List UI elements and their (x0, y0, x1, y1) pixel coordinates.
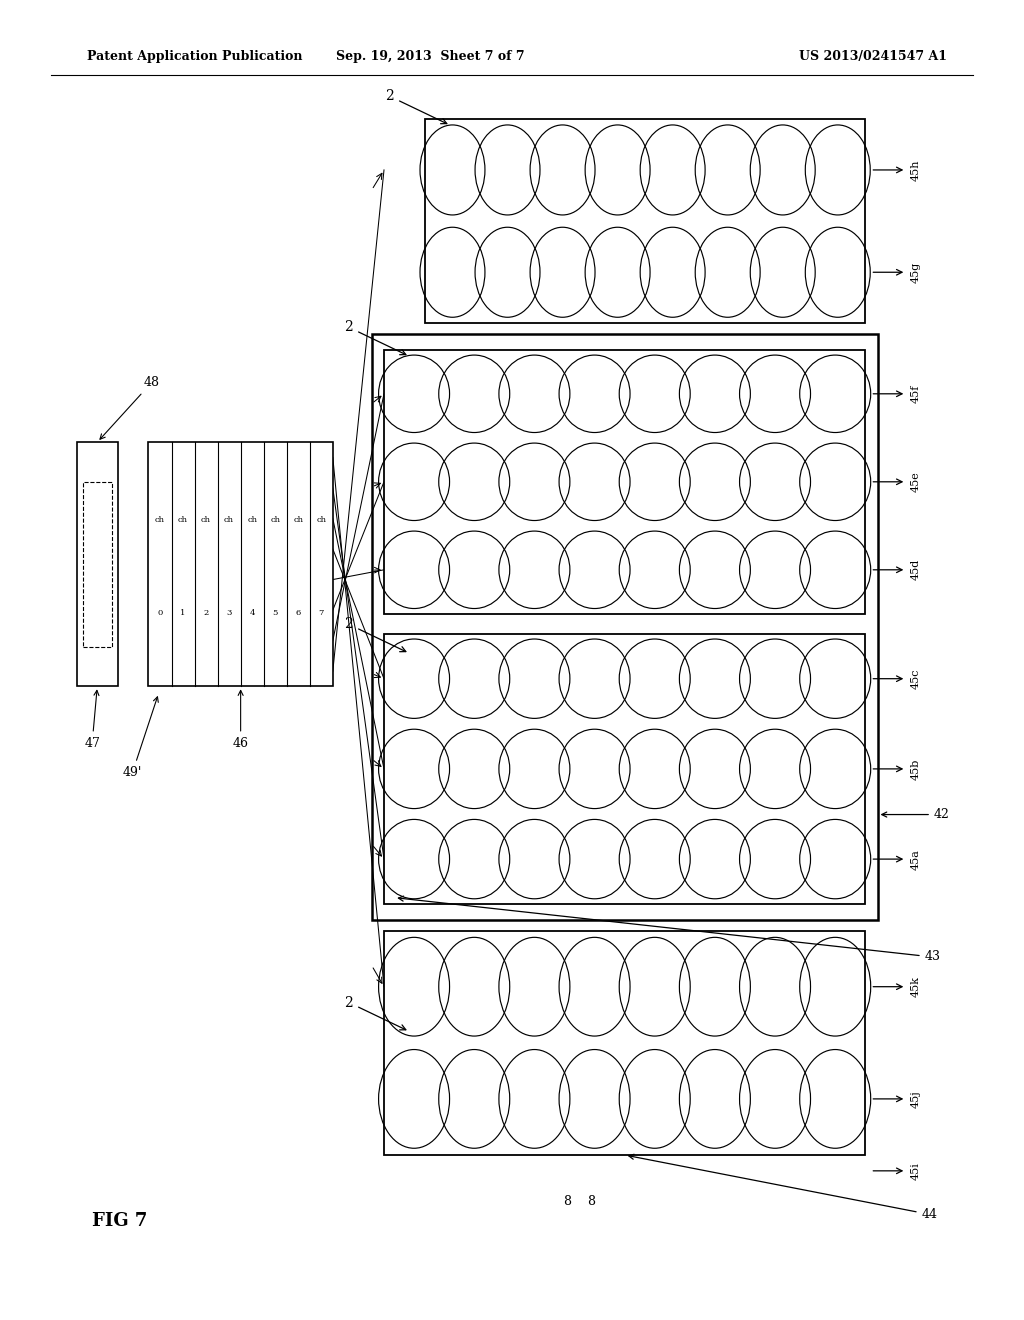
Bar (384, 931, 865, 1155)
Bar (148, 442, 333, 686)
Text: 1: 1 (180, 609, 185, 618)
Text: Patent Application Publication: Patent Application Publication (87, 50, 302, 63)
Text: ch: ch (247, 516, 257, 524)
Text: 45i: 45i (910, 1162, 921, 1180)
Text: ch: ch (270, 516, 281, 524)
Text: ch: ch (293, 516, 303, 524)
Bar (384, 634, 865, 904)
Text: Sep. 19, 2013  Sheet 7 of 7: Sep. 19, 2013 Sheet 7 of 7 (336, 50, 524, 63)
Text: 45g: 45g (910, 261, 921, 282)
Bar (425, 119, 865, 323)
Text: ch: ch (155, 516, 165, 524)
Text: ch: ch (316, 516, 327, 524)
Text: 2: 2 (344, 618, 406, 652)
Text: 2: 2 (344, 995, 406, 1030)
Text: ch: ch (201, 516, 211, 524)
Text: 45h: 45h (910, 160, 921, 181)
Text: ch: ch (224, 516, 234, 524)
Text: 45d: 45d (910, 560, 921, 581)
Text: 42: 42 (882, 808, 950, 821)
Text: 45c: 45c (910, 668, 921, 689)
Text: ch: ch (178, 516, 188, 524)
Text: 45f: 45f (910, 384, 921, 403)
Text: 4: 4 (250, 609, 255, 618)
Text: 0: 0 (158, 609, 163, 618)
Text: 8: 8 (563, 1195, 571, 1208)
Text: 44: 44 (629, 1154, 938, 1221)
Text: 43: 43 (398, 896, 941, 964)
Text: 47: 47 (84, 690, 100, 750)
Text: 3: 3 (226, 609, 231, 618)
Text: 49': 49' (123, 697, 159, 779)
Text: 7: 7 (318, 609, 324, 618)
Text: 45b: 45b (910, 758, 921, 780)
Text: 45a: 45a (910, 849, 921, 870)
Text: 2: 2 (344, 321, 406, 355)
Bar (83, 482, 112, 647)
Text: 48: 48 (100, 376, 160, 440)
Text: 2: 2 (204, 609, 209, 618)
Text: FIG 7: FIG 7 (92, 1212, 147, 1230)
Text: 6: 6 (296, 609, 301, 618)
Text: 45j: 45j (910, 1090, 921, 1107)
Bar (384, 350, 865, 614)
Text: 45k: 45k (910, 977, 921, 997)
Text: 2: 2 (385, 90, 446, 124)
Text: US 2013/0241547 A1: US 2013/0241547 A1 (799, 50, 947, 63)
Bar (77, 442, 118, 686)
Bar (372, 334, 878, 920)
Text: 45e: 45e (910, 471, 921, 492)
Text: 5: 5 (272, 609, 278, 618)
Text: 8: 8 (587, 1195, 595, 1208)
Text: 46: 46 (232, 690, 249, 750)
